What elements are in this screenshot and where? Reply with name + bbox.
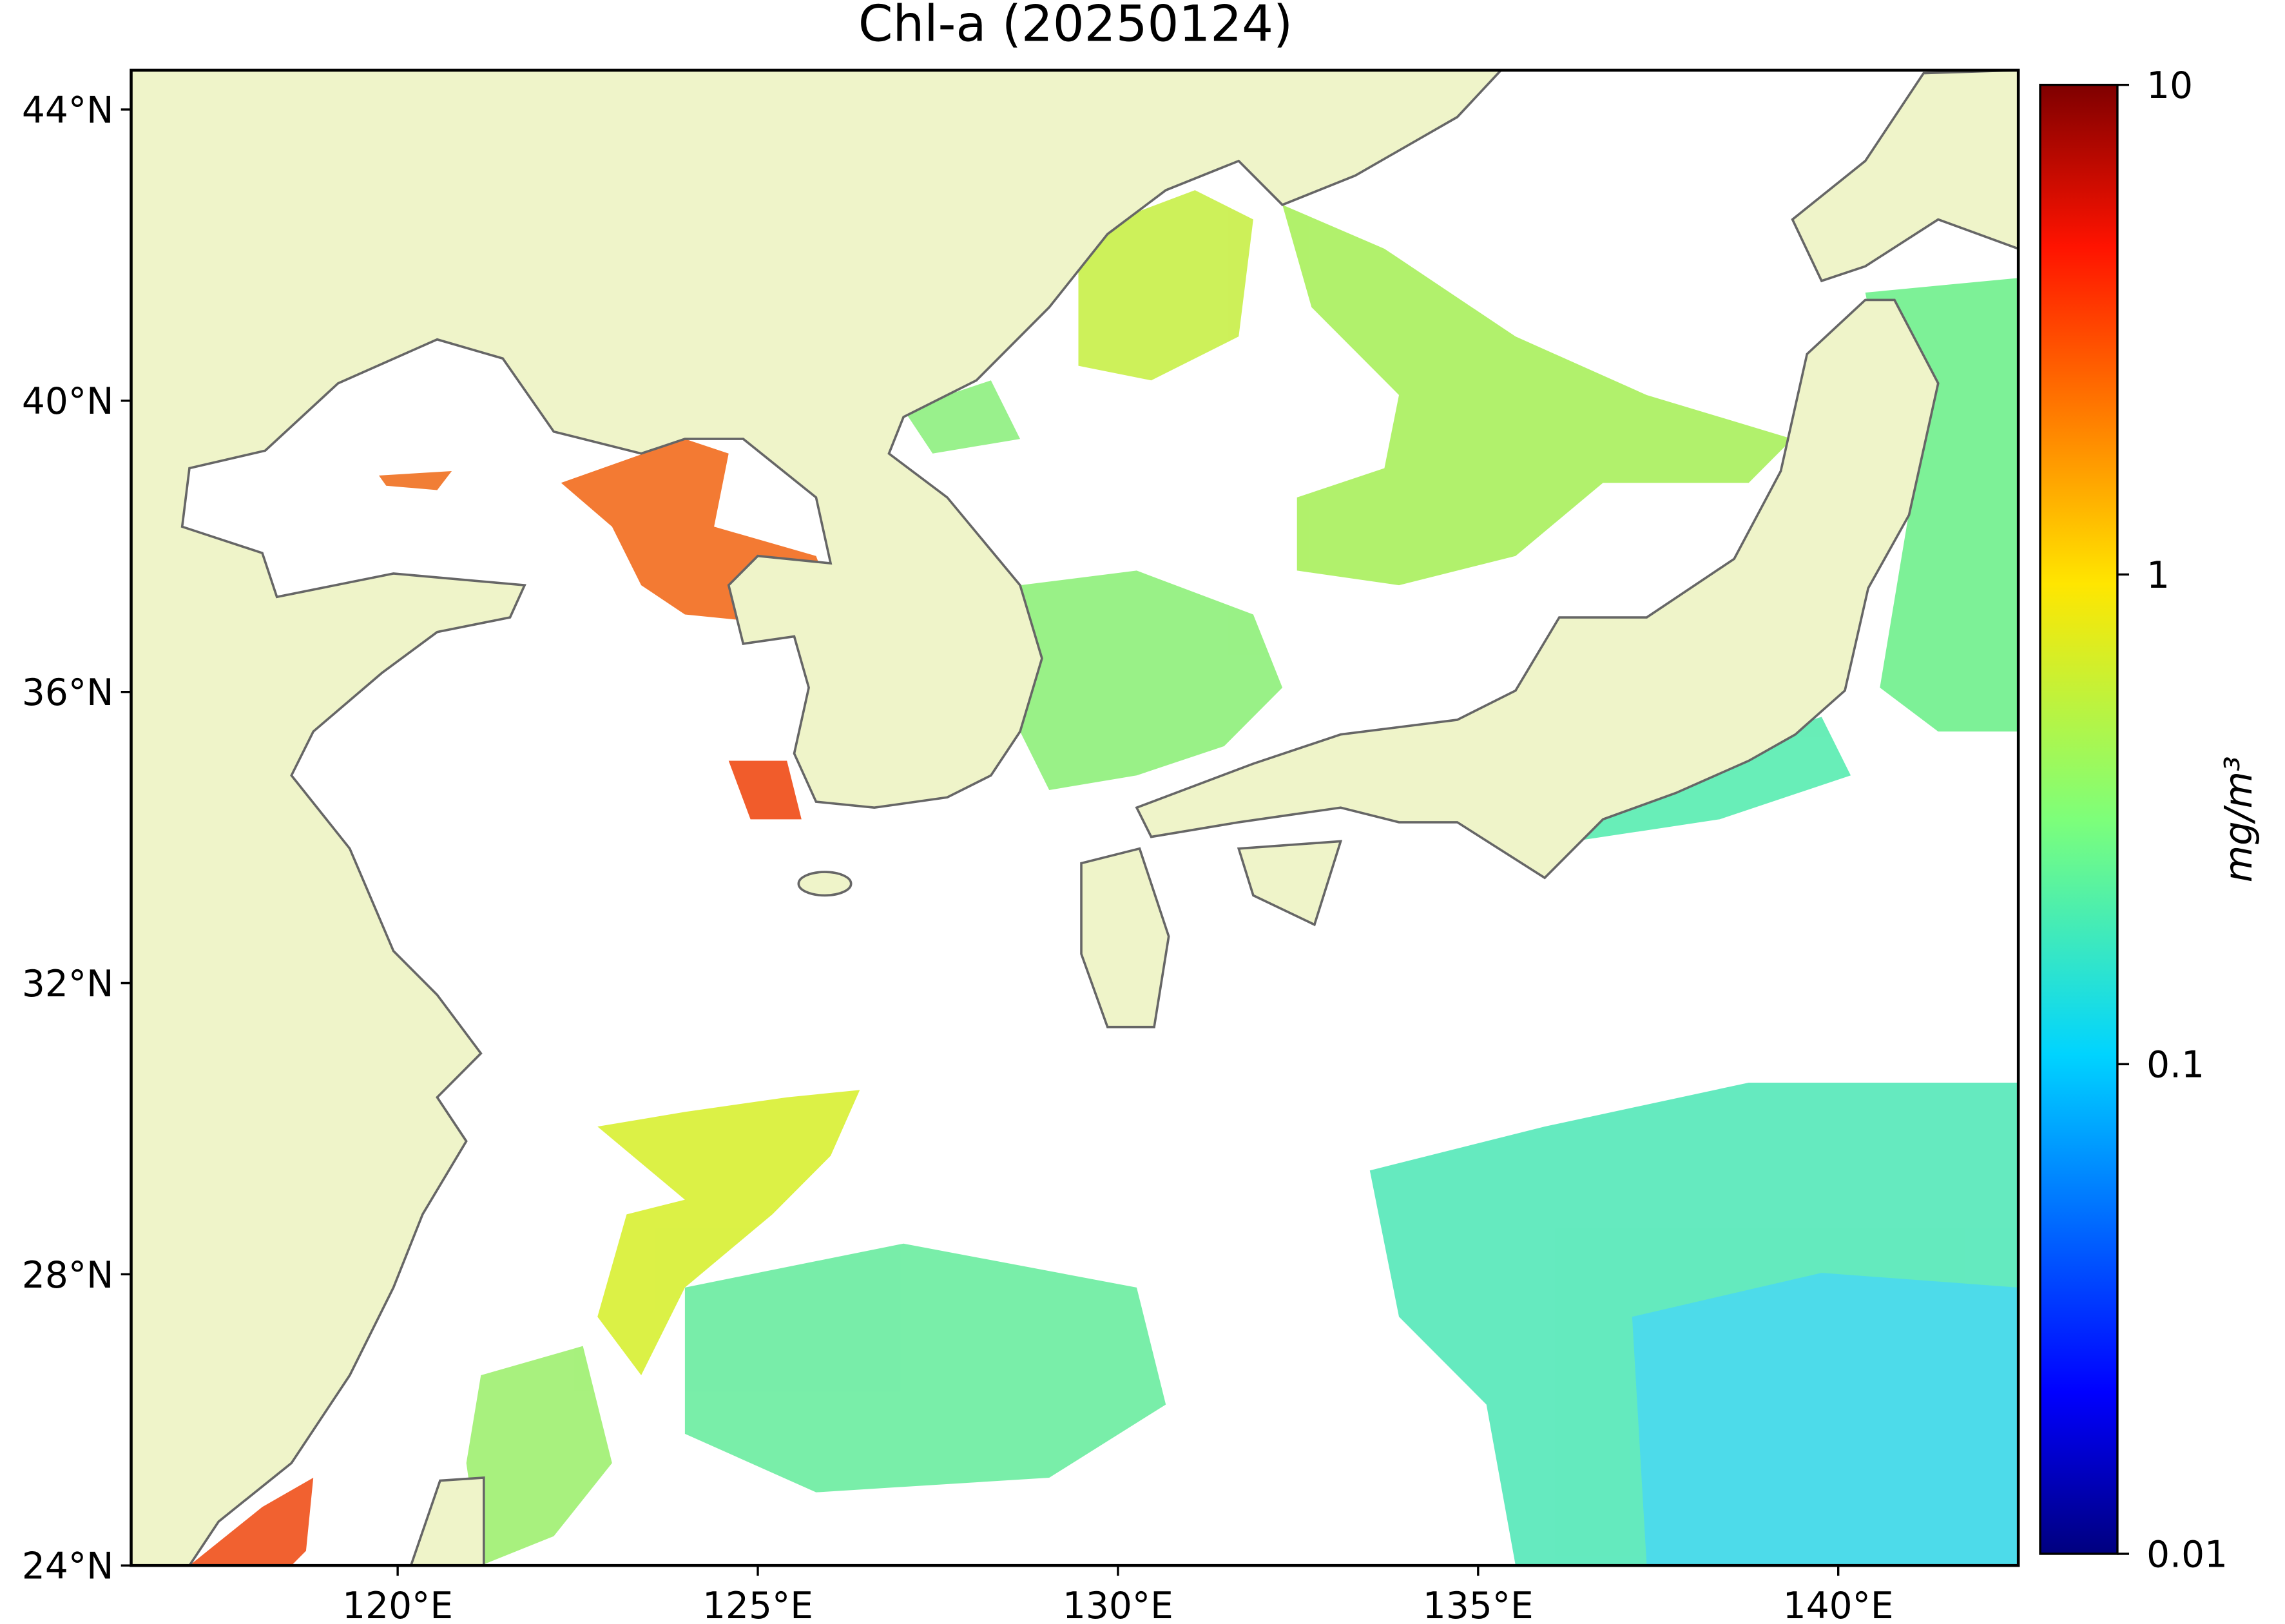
y-tick-label: 24°N [22, 1545, 113, 1588]
x-tick-label: 130°E [1063, 1585, 1173, 1624]
map [131, 70, 2019, 1566]
kyushu [1080, 847, 1170, 1029]
x-tick-label: 120°E [342, 1585, 453, 1624]
x-tick-label: 135°E [1423, 1585, 1534, 1624]
colorbar-label: mg/m³ [2216, 756, 2261, 882]
shikoku [1237, 840, 1343, 927]
continent [131, 70, 1503, 1566]
map-frame [130, 68, 2020, 1567]
y-tick-label: 36°N [22, 672, 113, 714]
y-tick-label: 28°N [22, 1254, 113, 1297]
colorbar-tick-label: 0.01 [2146, 1533, 2228, 1576]
colorbar-tick-label: 10 [2146, 64, 2193, 107]
y-tick-label: 40°N [22, 380, 113, 423]
taiwan [409, 1476, 485, 1566]
y-tick-label: 32°N [22, 963, 113, 1005]
colorbar [2039, 83, 2119, 1555]
y-tick-label: 44°N [22, 89, 113, 131]
jeju [797, 871, 853, 897]
land [131, 70, 2019, 1566]
hokkaido [1791, 70, 2019, 283]
x-tick-label: 125°E [702, 1585, 813, 1624]
colorbar-tick-label: 1 [2146, 554, 2170, 597]
x-tick-label: 140°E [1783, 1585, 1894, 1624]
colorbar-tick-label: 0.1 [2146, 1044, 2204, 1087]
title: Chl-a (20250124) [858, 0, 1293, 53]
honshu [1135, 298, 1940, 880]
